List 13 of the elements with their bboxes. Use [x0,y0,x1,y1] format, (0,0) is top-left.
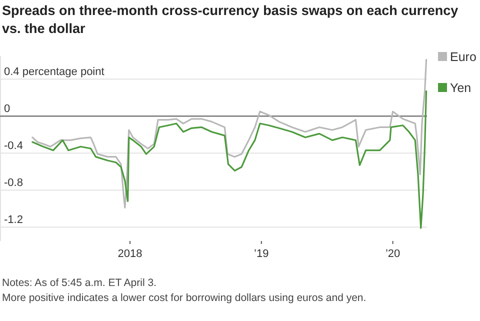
y-tick-label: 0.4 percentage point [4,66,104,78]
chart-title: Spreads on three-month cross-currency basis swaps on each currency vs. the dollar [2,3,459,36]
y-tick-label: -1.2 [4,214,23,226]
text: More positive indicates a lower cost for borrowing dollars using euros and yen. [2,292,366,304]
y-tick-label: 0 [4,103,10,116]
x-tick-label: 2018 [118,248,142,260]
y-tick-label: -0.8 [4,177,23,190]
legend-label: Euro [450,50,476,64]
legend-label: Yen [450,81,472,95]
x-tick-label: ’20 [385,248,400,260]
y-tick-label: -0.4 [4,140,23,152]
text: Notes: As of 5:45 a.m. ET April 3. [2,277,156,289]
x-tick-label: ’19 [254,248,269,260]
